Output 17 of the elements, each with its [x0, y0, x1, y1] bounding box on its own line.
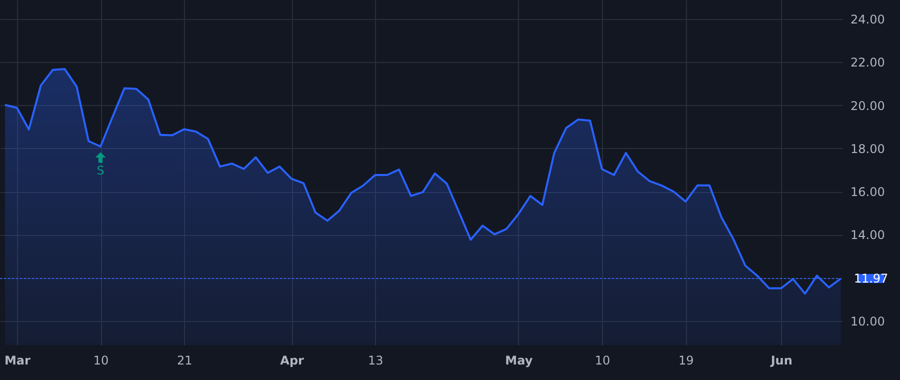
- annotation: S: [96, 164, 104, 178]
- x-tick-label: Mar: [4, 354, 31, 368]
- y-tick-label: 22.00: [850, 56, 885, 70]
- y-tick-label: 20.00: [850, 98, 885, 113]
- x-tick-label: Jun: [770, 354, 792, 368]
- y-tick-label: 14.00: [850, 228, 885, 242]
- x-tick-label: Apr: [280, 354, 304, 368]
- x-tick-label: May: [505, 354, 533, 368]
- y-tick-label: 24.00: [850, 12, 885, 26]
- x-tick-label: 13: [368, 354, 384, 368]
- y-tick-label: 10.00: [850, 314, 885, 329]
- y-tick-label: 18.00: [850, 142, 885, 156]
- x-tick-label: 10: [93, 354, 109, 368]
- x-tick-label: 21: [176, 354, 192, 368]
- x-tick-label: 19: [678, 354, 694, 368]
- y-tick-label: 16.00: [850, 185, 885, 200]
- x-tick-label: 10: [594, 354, 610, 368]
